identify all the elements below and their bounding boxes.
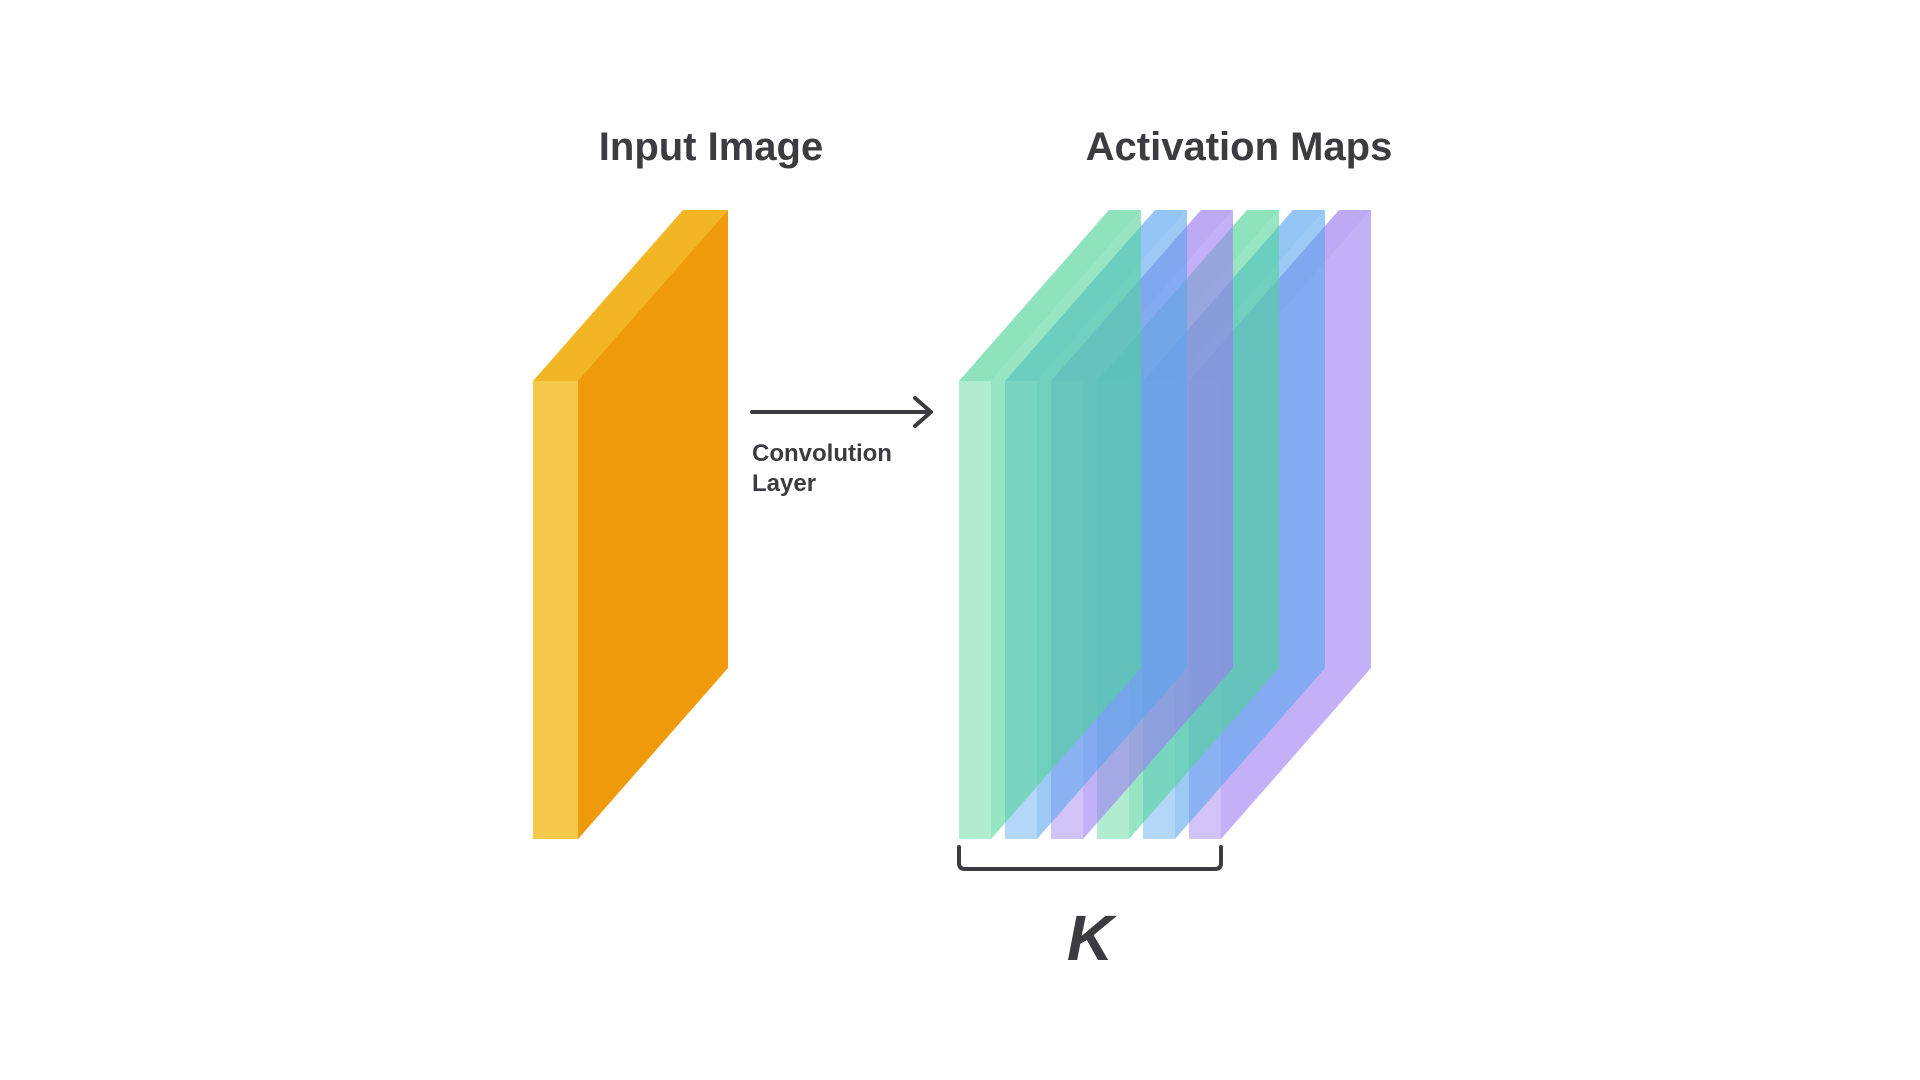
activation-maps-title: Activation Maps (1086, 125, 1393, 169)
input-image-block (533, 210, 728, 839)
activation-map-1 (959, 210, 1141, 839)
k-label: K (1067, 902, 1118, 974)
convolution-layer-label-line1: Convolution (752, 440, 892, 467)
k-bracket (957, 845, 1223, 871)
convolution-layer-label-line2: Layer (752, 470, 816, 497)
convolution-arrow (750, 396, 933, 428)
input-image-top-face (533, 210, 728, 381)
activation-map-side-face (991, 210, 1141, 839)
arrow-head (913, 396, 933, 428)
input-image-title: Input Image (599, 125, 823, 169)
activation-maps-stack (959, 210, 1371, 839)
activation-map-front-face (959, 381, 991, 839)
input-image-front-face (533, 381, 578, 839)
input-image-side-face (578, 210, 728, 839)
activation-map-top-face (959, 210, 1141, 381)
